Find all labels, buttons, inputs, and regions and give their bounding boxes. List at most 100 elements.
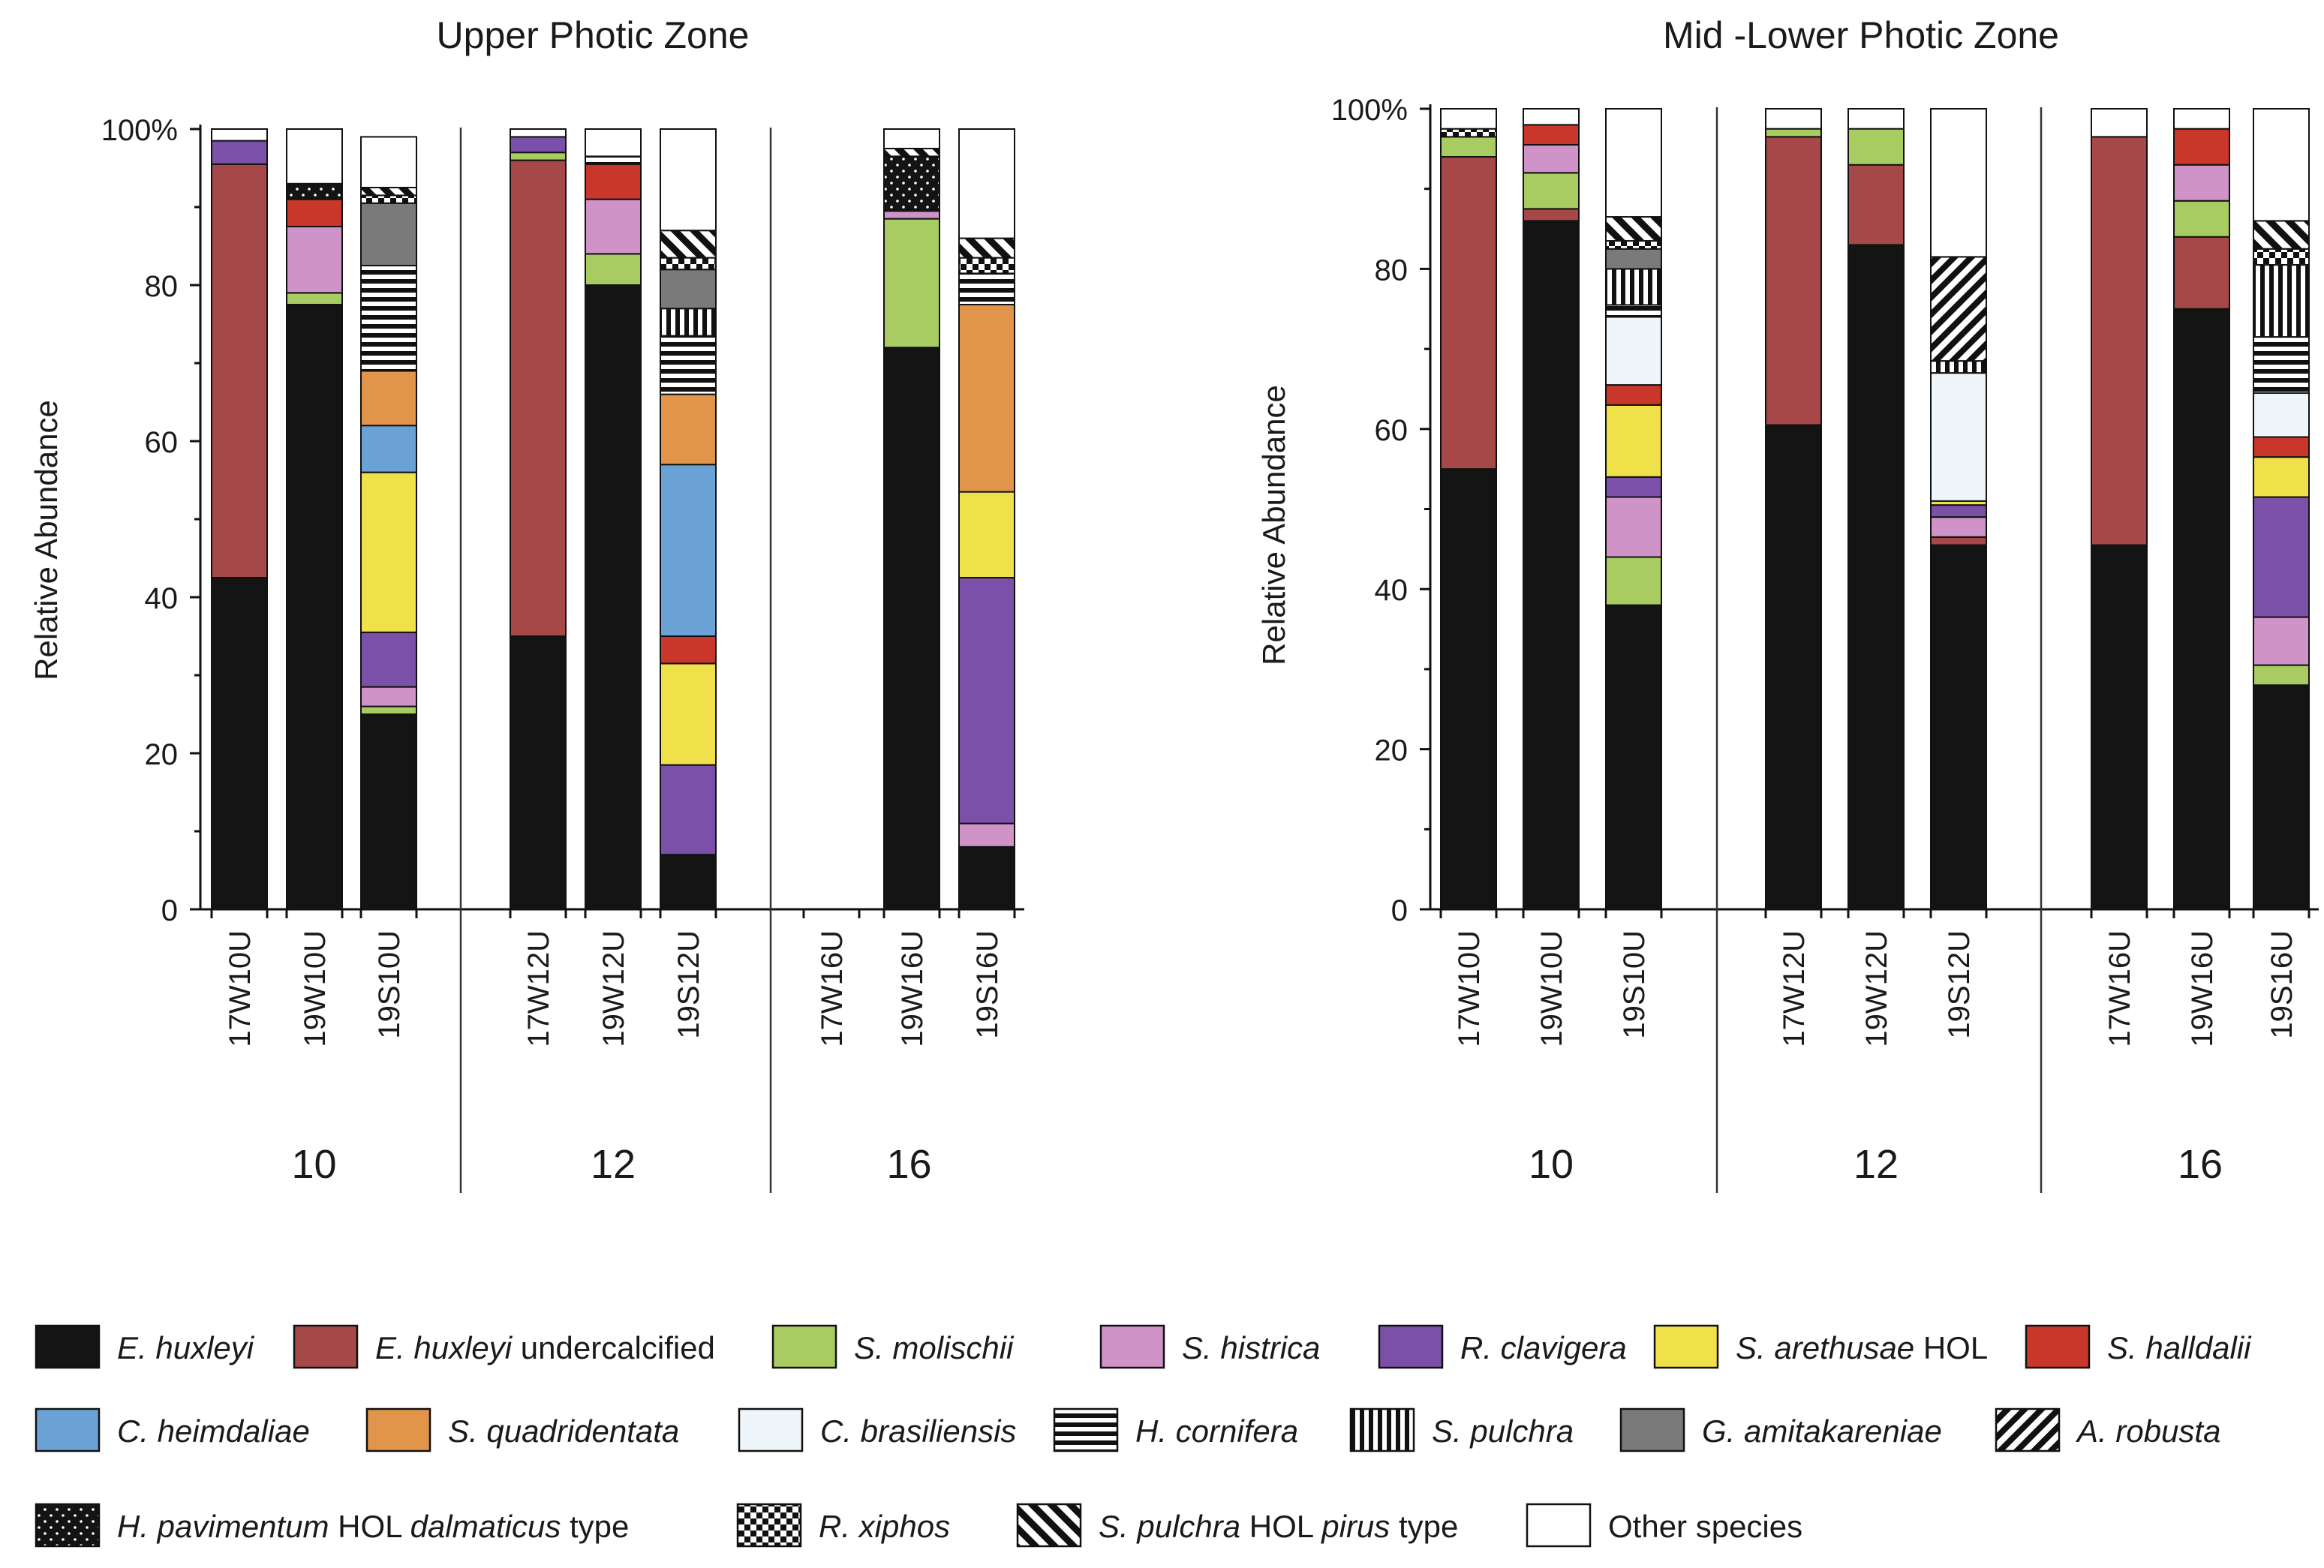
group-label-12: 12 — [591, 1142, 636, 1187]
bar-segment-19w12u-e-huxleyi-undercalcified — [1847, 164, 1905, 246]
bar-segment-19w16u-e-huxleyi-undercalcified — [2173, 236, 2230, 310]
bar-segment-17w10u-e-huxleyi — [1440, 468, 1497, 910]
bar-segment-19s12u-e-huxleyi — [1930, 544, 1987, 910]
bar-segment-19s10u-s-arethusae-hol — [360, 471, 417, 633]
bar-segment-19s12u-s-quadridentata — [660, 393, 717, 466]
legend-item-e-huxleyi-undercalcified: E. huxleyi undercalcified — [293, 1324, 715, 1369]
bar-segment-19s16u-s-molischii — [2253, 664, 2310, 686]
bar-segment-19w10u-h-pavimentum-hol-dalmaticus-type — [286, 182, 343, 200]
bar-segment-19s10u-s-pulchra — [1605, 268, 1662, 306]
bar-segment-19s16u-e-huxleyi — [2253, 684, 2310, 910]
bar-segment-19s10u-c-brasiliensis — [1605, 316, 1662, 386]
bar-segment-19w12u-other-species — [1847, 108, 1905, 130]
sample-label: 19W16U — [2186, 930, 2219, 1047]
bar-segment-19w12u-e-huxleyi — [585, 284, 642, 910]
legend-label: Other species — [1608, 1509, 1802, 1544]
bar-segment-19w16u-s-halldalii — [2173, 128, 2230, 166]
bar-segment-17w10u-e-huxleyi-undercalcified — [211, 163, 268, 579]
bar-segment-19w10u-other-species — [286, 128, 343, 185]
bar-segment-17w10u-e-huxleyi — [211, 577, 268, 910]
bar-segment-19w10u-e-huxleyi — [286, 304, 343, 910]
y-tick-label: 0 — [161, 894, 178, 927]
y-tick-label: 40 — [145, 582, 179, 615]
group-label-10: 10 — [1529, 1142, 1574, 1187]
legend-label: H. cornifera — [1135, 1413, 1298, 1449]
bar-segment-19s12u-s-pulchra — [1930, 360, 1987, 374]
bar-segment-19s10u-h-cornifera — [1605, 304, 1662, 318]
group-label-16: 16 — [2178, 1142, 2223, 1187]
bar-segment-19w16u-s-molischii — [883, 218, 940, 349]
bar-segment-17w12u-e-huxleyi — [1765, 424, 1822, 910]
bar-segment-17w12u-e-huxleyi-undercalcified — [510, 159, 567, 638]
bar-segment-19s10u-g-amitakareniae — [360, 202, 417, 266]
bar-segment-19s16u-h-cornifera — [2253, 336, 2310, 394]
legend-label: S. quadridentata — [448, 1413, 679, 1449]
bar-segment-19s10u-s-pulchra-hol-pirus-type — [360, 187, 417, 197]
sample-label: 17W10U — [224, 930, 257, 1047]
legend-label: S. halldalii — [2107, 1330, 2252, 1365]
legend-swatch — [35, 1407, 101, 1452]
bar-segment-19s12u-g-amitakareniae — [660, 269, 717, 310]
sample-label: 17W16U — [816, 930, 849, 1047]
bar-segment-19w12u-e-huxleyi — [1847, 244, 1905, 910]
bar-segment-19w10u-s-halldalii — [286, 198, 343, 228]
legend-item-c-brasiliensis: C. brasiliensis — [738, 1407, 1016, 1452]
bar-segment-19s12u-h-cornifera — [660, 335, 717, 395]
bar-segment-17w10u-e-huxleyi-undercalcified — [1440, 156, 1497, 470]
y-axis-label: Relative Abundance — [29, 400, 64, 680]
legend-item-s-pulchra-hol-pirus-type: S. pulchra HOL pirus type — [1016, 1503, 1458, 1548]
chart-title: Upper Photic Zone — [437, 14, 750, 56]
bar-segment-19w12u-s-molischii — [585, 253, 642, 286]
bar-segment-19s10u-g-amitakareniae — [1605, 248, 1662, 270]
bar-segment-17w10u-s-molischii — [1440, 136, 1497, 158]
bar-segment-19s16u-s-pulchra — [2253, 264, 2310, 338]
legend-label: R. clavigera — [1460, 1330, 1627, 1365]
legend-swatch — [1053, 1407, 1119, 1452]
legend-swatch — [1378, 1324, 1444, 1369]
legend-item-s-histrica: S. histrica — [1099, 1324, 1320, 1369]
bar-segment-19s12u-s-histrica — [1930, 516, 1987, 538]
bar-segment-19s12u-e-huxleyi-undercalcified — [1930, 536, 1987, 546]
legend-item-r-clavigera: R. clavigera — [1378, 1324, 1627, 1369]
bar-segment-19s16u-c-brasiliensis — [2253, 392, 2310, 438]
bar-segment-19s16u-r-clavigera — [2253, 496, 2310, 618]
legend-label: H. pavimentum HOL dalmaticus type — [117, 1509, 629, 1544]
bar-segment-17w10u-other-species — [1440, 108, 1497, 130]
bar-segment-19s16u-s-quadridentata — [958, 304, 1015, 493]
legend-item-a-robusta: A. robusta — [1995, 1407, 2220, 1452]
sample-label: 19W12U — [1860, 930, 1893, 1047]
legend-label: S. pulchra HOL pirus type — [1099, 1509, 1458, 1544]
legend-swatch — [1099, 1324, 1165, 1369]
sample-label: 19S16U — [971, 930, 1004, 1039]
legend-item-s-pulchra: S. pulchra — [1349, 1407, 1574, 1452]
legend-swatch — [738, 1407, 804, 1452]
legend-swatch — [2025, 1324, 2091, 1369]
legend-item-h-pavimentum-hol-dalmaticus-type: H. pavimentum HOL dalmaticus type — [35, 1503, 629, 1548]
bar-segment-19s16u-s-pulchra-hol-pirus-type — [958, 237, 1015, 259]
bar-segment-19s10u-s-halldalii — [1605, 384, 1662, 406]
y-tick-label: 20 — [145, 738, 179, 771]
sample-label: 19W10U — [1535, 930, 1568, 1047]
bar-segment-19w16u-e-huxleyi — [883, 347, 940, 910]
sample-label: 19S12U — [1943, 930, 1976, 1039]
bar-segment-19s16u-e-huxleyi — [958, 846, 1015, 911]
legend-swatch — [1349, 1407, 1415, 1452]
bar-segment-19s16u-r-xiphos — [2253, 248, 2310, 266]
legend-item-r-xiphos: R. xiphos — [736, 1503, 950, 1548]
bar-segment-19s10u-other-species — [1605, 108, 1662, 218]
bar-segment-19s12u-other-species — [1930, 108, 1987, 258]
legend-swatch — [736, 1503, 802, 1548]
bar-segment-17w10u-other-species — [211, 128, 268, 142]
y-tick-label: 80 — [145, 270, 179, 303]
bar-segment-17w10u-r-clavigera — [211, 140, 268, 165]
bar-segment-19s10u-h-cornifera — [360, 265, 417, 372]
y-tick-label: 40 — [1375, 574, 1409, 607]
bar-segment-19s10u-s-quadridentata — [360, 370, 417, 427]
bar-segment-19s16u-other-species — [2253, 108, 2310, 222]
legend-item-h-cornifera: H. cornifera — [1053, 1407, 1298, 1452]
legend-item-s-molischii: S. molischii — [771, 1324, 1015, 1369]
sample-label: 19W10U — [299, 930, 332, 1047]
bar-segment-19s16u-s-arethusae-hol — [2253, 456, 2310, 498]
bar-segment-19s10u-s-molischii — [360, 705, 417, 715]
bar-segment-19w10u-e-huxleyi — [1523, 220, 1580, 910]
